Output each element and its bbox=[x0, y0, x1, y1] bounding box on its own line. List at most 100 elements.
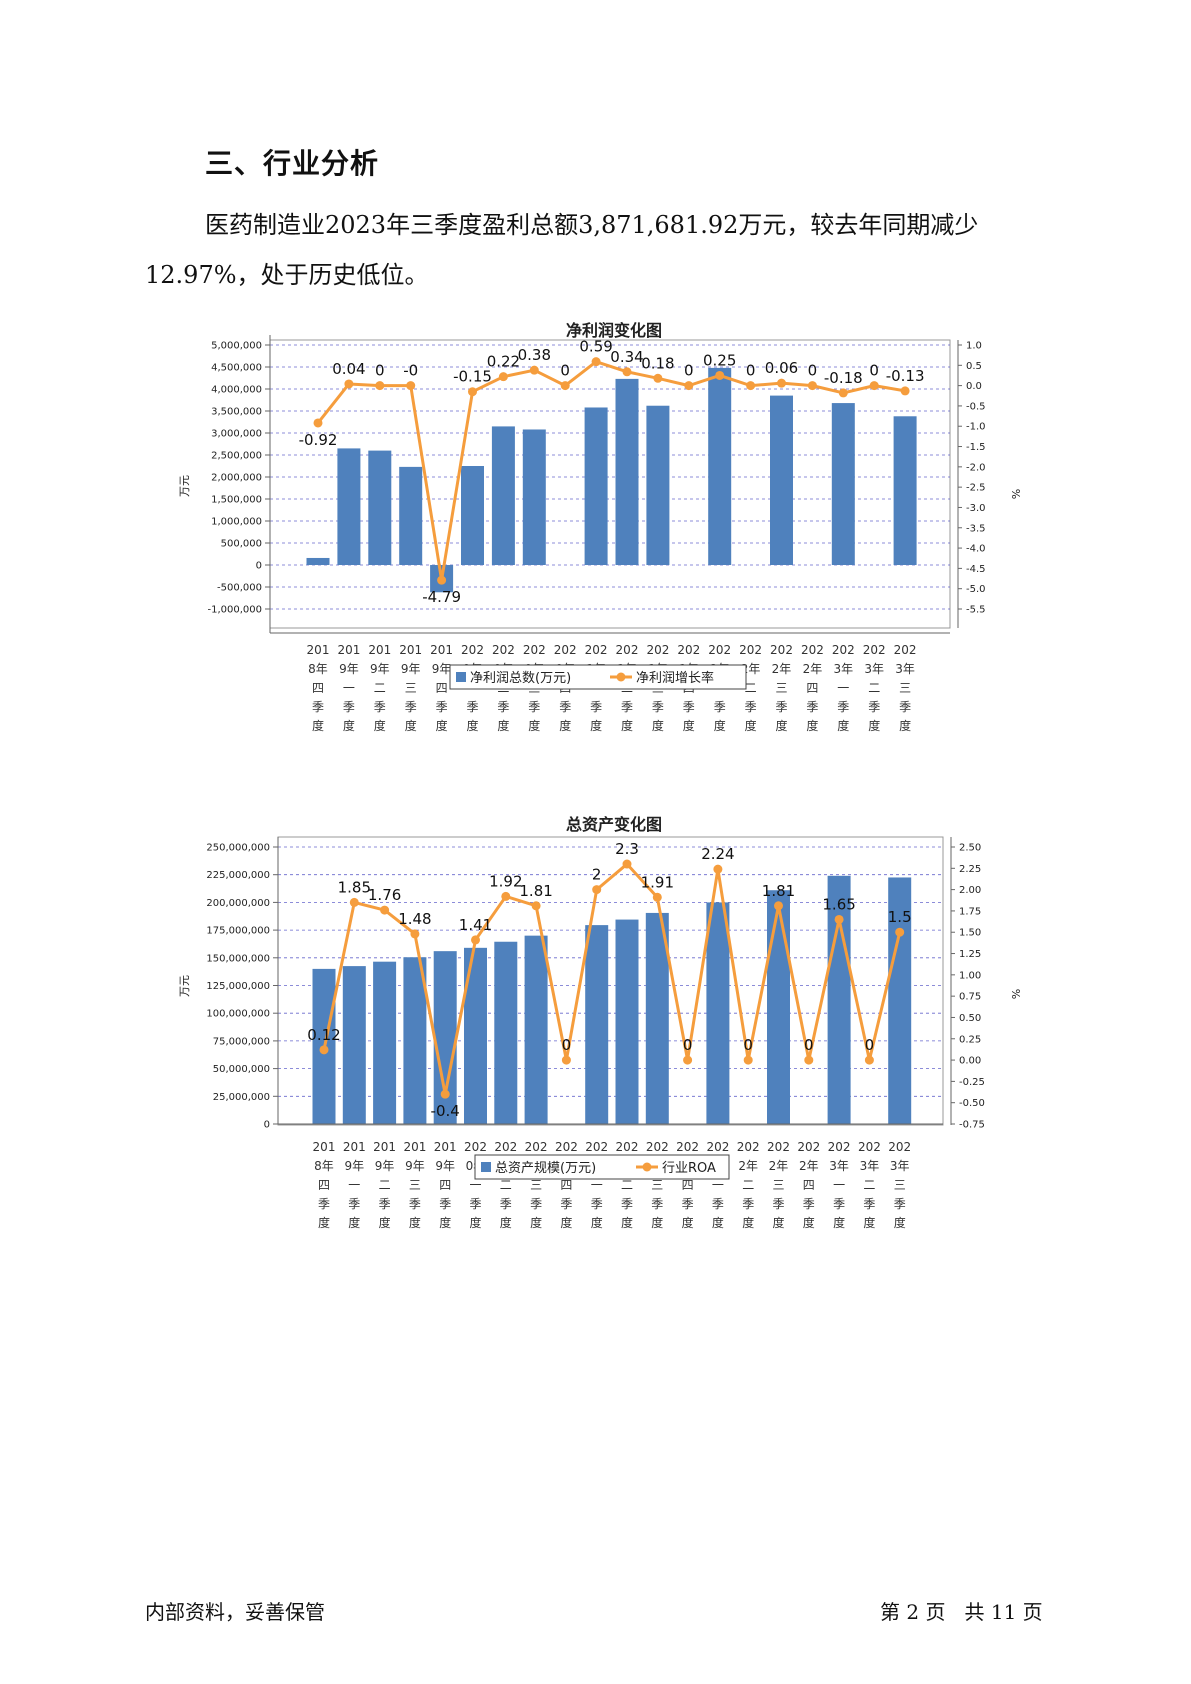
net-profit-ytick-label: 500,000 bbox=[221, 539, 262, 550]
total-assets-line-point bbox=[592, 885, 602, 895]
net-profit-data-label: -0.15 bbox=[453, 368, 492, 386]
net-profit-data-label: 0.04 bbox=[332, 360, 365, 378]
total-assets-category-label: 201 9年三季度 bbox=[403, 1140, 426, 1230]
total-assets-bar bbox=[403, 957, 427, 1124]
net-profit-bar bbox=[491, 426, 515, 565]
net-profit-data-label: -0.13 bbox=[886, 367, 925, 385]
net-profit-chart-svg: 净利润变化图 5,000,000 4,500,000 4,000,000 3,500,0… bbox=[178, 321, 1022, 733]
total-assets-data-label: 1.76 bbox=[368, 886, 401, 904]
net-profit-y2tick-label: -4.5 bbox=[966, 564, 986, 575]
total-assets-ytick-label: 175,000,000 bbox=[206, 926, 270, 937]
net-profit-bar bbox=[615, 378, 639, 565]
net-profit-category-label: 202 3年三季度 bbox=[894, 643, 917, 733]
net-profit-line-point bbox=[684, 381, 694, 391]
total-assets-category-label: 201 8年四季度 bbox=[313, 1140, 336, 1230]
net-profit-bar bbox=[306, 557, 330, 565]
net-profit-line-point bbox=[560, 381, 570, 391]
total-assets-bar bbox=[524, 935, 548, 1124]
total-assets-category-label: 2020年二季度 bbox=[494, 1140, 517, 1230]
net-profit-y2tick-label: 0.0 bbox=[966, 381, 982, 392]
net-profit-y2tick-label: -2.0 bbox=[966, 462, 986, 473]
net-profit-data-label: -0.92 bbox=[299, 431, 338, 449]
net-profit-line-point bbox=[406, 381, 416, 391]
net-profit-data-label: 0.34 bbox=[610, 348, 643, 366]
net-profit-y2tick-label: -3.5 bbox=[966, 523, 986, 534]
net-profit-data-label: 0 bbox=[869, 362, 879, 380]
total-assets-y2tick-label: 1.00 bbox=[959, 970, 981, 981]
total-assets-bar bbox=[706, 902, 730, 1124]
total-assets-category-label: 202 3年一季度 bbox=[828, 1140, 851, 1230]
total-assets-category-label: 202 2年四季度 bbox=[797, 1140, 820, 1230]
net-profit-bar bbox=[368, 450, 392, 565]
net-profit-line-point bbox=[622, 367, 632, 377]
footer-confidential: 内部资料，妥善保管 bbox=[145, 1600, 325, 1624]
total-assets-data-label: 2.3 bbox=[615, 840, 639, 858]
net-profit-line-point bbox=[900, 386, 910, 396]
net-profit-line-point bbox=[869, 381, 879, 391]
total-assets-bar bbox=[827, 875, 851, 1124]
net-profit-line-point bbox=[715, 370, 725, 380]
net-profit-ytick-label: 1,500,000 bbox=[211, 495, 262, 506]
total-assets-ytick-label: 100,000,000 bbox=[206, 1009, 270, 1020]
total-assets-category-label: 2022年一季度 bbox=[706, 1140, 729, 1230]
net-profit-category-label: 202 2年二季度 bbox=[739, 643, 762, 733]
net-profit-y2tick-label: -5.0 bbox=[966, 584, 986, 595]
total-assets-line-point bbox=[683, 1055, 693, 1065]
net-profit-ytick-label: 0 bbox=[256, 561, 262, 572]
net-profit-ytick-label: 3,500,000 bbox=[211, 407, 262, 418]
total-assets-line-point bbox=[622, 859, 632, 869]
total-assets-y2tick-label: 1.75 bbox=[959, 906, 981, 917]
total-assets-line-series bbox=[322, 862, 902, 1096]
net-profit-y2tick-label: -2.5 bbox=[966, 483, 986, 494]
net-profit-y2tick-label: -5.5 bbox=[966, 605, 986, 616]
total-assets-line-point bbox=[864, 1055, 874, 1065]
total-assets-line-point bbox=[319, 1045, 329, 1055]
total-assets-y2tick-label: -0.75 bbox=[959, 1120, 985, 1131]
total-assets-bar bbox=[464, 947, 487, 1124]
net-profit-data-label: 0.22 bbox=[487, 353, 520, 371]
net-profit-y2tick-label: -1.5 bbox=[966, 442, 986, 453]
total-assets-y2tick-label: 0.75 bbox=[959, 992, 981, 1003]
total-assets-ytick-label: 250,000,000 bbox=[206, 843, 270, 854]
net-profit-category-label: 202 3年二季度 bbox=[863, 643, 886, 733]
total-assets-category-label: 2021年二季度 bbox=[616, 1140, 639, 1230]
total-assets-ytick-label: 50,000,000 bbox=[213, 1064, 270, 1075]
net-profit-ylabel: 万元 bbox=[178, 475, 191, 497]
net-profit-data-label: -0 bbox=[403, 362, 418, 380]
total-assets-data-label: 1.41 bbox=[459, 916, 492, 934]
total-assets-ytick-label: 225,000,000 bbox=[206, 870, 270, 881]
total-assets-category-label: 2021年三季度 bbox=[646, 1140, 669, 1230]
total-assets-category-label: 2020年一季度 bbox=[464, 1140, 487, 1230]
total-assets-data-label: 1.91 bbox=[641, 873, 674, 891]
total-assets-bar bbox=[615, 919, 639, 1124]
net-profit-y2tick-label: -0.5 bbox=[966, 401, 986, 412]
net-profit-line-point bbox=[591, 357, 601, 367]
total-assets-data-label: 2.24 bbox=[701, 845, 734, 863]
total-assets-y2tick-label: -0.50 bbox=[959, 1098, 985, 1109]
total-assets-line-point bbox=[743, 1055, 753, 1065]
total-assets-line-point bbox=[531, 901, 541, 911]
net-profit-chart: 净利润变化图 5,000,000 4,500,000 4,000,000 3,500,0… bbox=[0, 318, 1191, 742]
total-assets-data-label: 0.12 bbox=[307, 1026, 340, 1044]
total-assets-legend-line-marker bbox=[642, 1162, 652, 1172]
total-assets-data-label: 1.92 bbox=[489, 872, 522, 890]
total-assets-data-label: -0.4 bbox=[431, 1102, 460, 1120]
net-profit-y2tick-label: -1.0 bbox=[966, 422, 986, 433]
net-profit-category-label: 201 9年三季度 bbox=[399, 643, 422, 733]
total-assets-data-label: 1.81 bbox=[519, 882, 552, 900]
net-profit-data-label: 0 bbox=[375, 362, 385, 380]
net-profit-y2tick-label: 1.0 bbox=[966, 341, 982, 352]
net-profit-bar bbox=[337, 448, 361, 565]
net-profit-bar bbox=[399, 466, 423, 565]
total-assets-ytick-label: 200,000,000 bbox=[206, 898, 270, 909]
net-profit-line-point bbox=[375, 381, 385, 391]
section-title: 三、行业分析 bbox=[205, 147, 380, 180]
net-profit-data-label: 0.59 bbox=[579, 338, 612, 356]
total-assets-chart: 总资产变化图 250,000,000 225,000,000 200,000,000 1… bbox=[0, 815, 1191, 1239]
net-profit-data-label: 0 bbox=[808, 362, 818, 380]
summary-text: 医药制造业2023年三季度盈利总额3,871,681.92万元，较去年同期减少1… bbox=[145, 211, 979, 289]
total-assets-ytick-label: 25,000,000 bbox=[213, 1092, 270, 1103]
total-assets-ylabel: 万元 bbox=[178, 975, 191, 997]
net-profit-line-series bbox=[316, 360, 906, 582]
total-assets-line-point bbox=[713, 864, 723, 874]
